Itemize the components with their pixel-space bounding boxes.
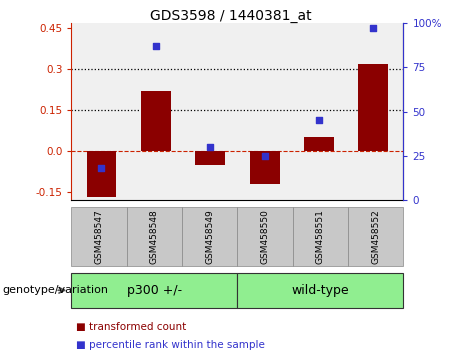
Text: genotype/variation: genotype/variation <box>2 285 108 295</box>
Bar <box>195 151 225 165</box>
Text: GSM458547: GSM458547 <box>95 209 104 264</box>
Text: p300 +/-: p300 +/- <box>127 284 182 297</box>
Bar <box>141 91 171 151</box>
Text: ■ transformed count: ■ transformed count <box>76 322 186 332</box>
Bar <box>304 137 334 151</box>
Point <box>98 165 105 171</box>
Text: ■ percentile rank within the sample: ■ percentile rank within the sample <box>76 340 265 350</box>
Point <box>261 153 268 159</box>
Point <box>315 118 323 123</box>
Text: GSM458548: GSM458548 <box>150 209 159 264</box>
Bar <box>87 151 117 197</box>
Point <box>207 144 214 150</box>
Text: GSM458551: GSM458551 <box>316 209 325 264</box>
Text: GSM458552: GSM458552 <box>371 209 380 264</box>
Point <box>370 25 377 31</box>
Text: GDS3598 / 1440381_at: GDS3598 / 1440381_at <box>150 9 311 23</box>
Bar <box>358 64 388 151</box>
Point <box>152 43 160 49</box>
Text: GSM458550: GSM458550 <box>260 209 270 264</box>
Text: wild-type: wild-type <box>292 284 349 297</box>
Text: GSM458549: GSM458549 <box>205 209 214 264</box>
Bar <box>250 151 279 184</box>
